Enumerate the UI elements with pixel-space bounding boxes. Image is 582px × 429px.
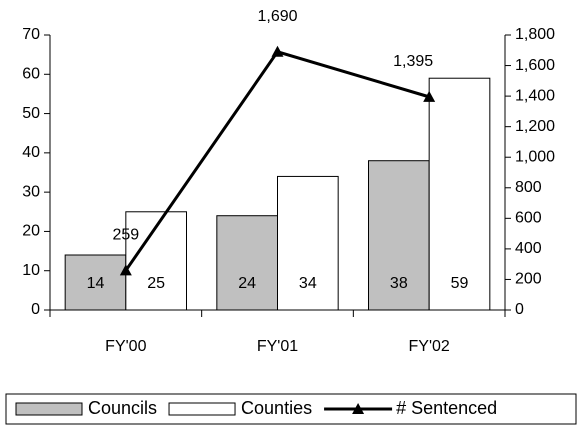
bar-value-label: 34: [299, 275, 317, 292]
legend-marker: [352, 403, 365, 414]
bar-value-label: 38: [390, 275, 408, 292]
line-value-label: 1,690: [257, 8, 297, 25]
y-tick-label: 30: [22, 183, 40, 200]
line-value-label: 259: [112, 227, 139, 244]
bar-value-label: 25: [147, 275, 165, 292]
legend-swatch: [168, 402, 236, 416]
line-marker: [271, 45, 284, 57]
x-tick-label: FY'01: [257, 338, 298, 355]
bar-value-label: 14: [87, 275, 105, 292]
bar-value-label: 59: [451, 275, 469, 292]
y-tick-label: 20: [22, 223, 40, 240]
y2-tick-label: 1,600: [515, 57, 555, 74]
line-marker: [423, 90, 436, 102]
y-tick-label: 50: [22, 105, 40, 122]
bar: [64, 254, 127, 311]
y2-tick-label: 1,000: [515, 148, 555, 165]
y-tick-label: 70: [22, 26, 40, 43]
y2-tick-label: 400: [515, 240, 542, 257]
legend-label: Councils: [88, 398, 157, 418]
y2-tick-label: 1,800: [515, 26, 555, 43]
y2-tick-label: 800: [515, 179, 542, 196]
y-tick-label: 40: [22, 144, 40, 161]
y2-tick-label: 600: [515, 210, 542, 227]
line-value-label: 1,395: [393, 53, 433, 70]
y-tick-label: 0: [31, 301, 40, 318]
y-tick-label: 10: [22, 262, 40, 279]
y-tick-label: 60: [22, 66, 40, 83]
legend-label: # Sentenced: [396, 398, 497, 418]
x-tick-label: FY'00: [105, 338, 146, 355]
legend-label: Counties: [241, 398, 312, 418]
x-tick-label: FY'02: [409, 338, 450, 355]
bar: [368, 160, 430, 311]
legend-swatch: [15, 402, 83, 416]
y2-tick-label: 1,200: [515, 118, 555, 135]
y2-tick-label: 200: [515, 271, 542, 288]
line-marker: [119, 264, 132, 276]
bar: [216, 215, 278, 311]
legend-box: [5, 393, 577, 425]
y2-tick-label: 1,400: [515, 87, 555, 104]
bar-value-label: 24: [238, 275, 256, 292]
bar: [428, 77, 491, 311]
bar: [277, 175, 339, 311]
y2-tick-label: 0: [515, 301, 524, 318]
